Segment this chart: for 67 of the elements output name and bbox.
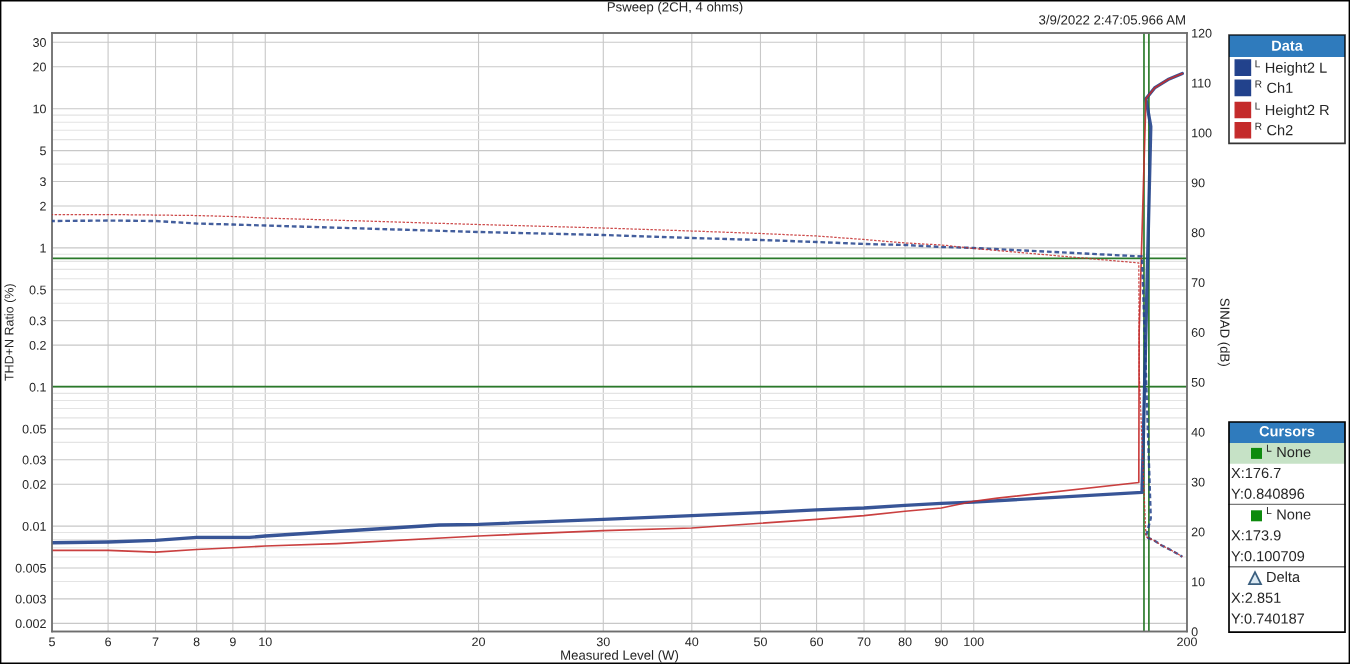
y-tick-label: 10 bbox=[33, 104, 46, 114]
x-tick-label: 7 bbox=[152, 637, 159, 647]
y-tick-label: 0.2 bbox=[29, 340, 46, 350]
y-tick-label: 0.002 bbox=[15, 619, 46, 629]
y-tick-label: 20 bbox=[33, 62, 46, 72]
y-tick-label: 0.003 bbox=[15, 594, 46, 604]
y2-tick-label: 0 bbox=[1191, 627, 1198, 637]
x-tick-label: 100 bbox=[964, 637, 984, 647]
y-tick-label: 0.05 bbox=[22, 424, 46, 434]
y2-axis-title: SINAD (dB) bbox=[1217, 298, 1230, 366]
x-tick-label: 70 bbox=[857, 637, 871, 647]
x-tick-label: 80 bbox=[898, 637, 912, 647]
text: Cursors bbox=[1259, 426, 1315, 437]
y-tick-label: 3 bbox=[39, 177, 46, 187]
y2-tick-label: 10 bbox=[1192, 577, 1205, 587]
text: Y:0.840896 bbox=[1231, 488, 1305, 499]
y2-tick-label: 100 bbox=[1192, 128, 1212, 138]
x-axis-title: Measured Level (W) bbox=[561, 650, 679, 663]
x-tick-label: 200 bbox=[1177, 637, 1197, 647]
y-axis-title: THD+N Ratio (%) bbox=[4, 284, 16, 381]
x-tick-label: 30 bbox=[596, 637, 610, 647]
legend-label: $^{R}$ Ch2 bbox=[1255, 122, 1293, 136]
chart-title: Psweep (2CH, 4 ohms) bbox=[607, 1, 743, 15]
x-tick-label: 40 bbox=[685, 637, 699, 647]
y2-tick-label: 60 bbox=[1191, 328, 1205, 337]
y-tick-label: 0.01 bbox=[22, 521, 46, 531]
y-tick-label: 0.03 bbox=[22, 455, 46, 465]
y-tick-label: 0.02 bbox=[22, 480, 46, 489]
x-tick-label: 8 bbox=[193, 637, 200, 647]
y-tick-label: 0.3 bbox=[29, 316, 46, 326]
x-tick-label: 10 bbox=[259, 637, 272, 647]
y2-tick-label: 110 bbox=[1192, 78, 1211, 88]
x-tick-label: 9 bbox=[229, 637, 236, 647]
y-tick-label: 2 bbox=[40, 201, 46, 211]
text: Y:0.100709 bbox=[1231, 550, 1305, 562]
text: $^{L}$ None bbox=[1266, 507, 1311, 520]
y2-tick-label: 120 bbox=[1192, 28, 1212, 38]
x-tick-label: 6 bbox=[105, 637, 112, 647]
y2-tick-label: 40 bbox=[1191, 427, 1205, 437]
text: X:176.7 bbox=[1231, 467, 1281, 479]
text: Delta bbox=[1267, 571, 1301, 583]
legend-label: $^{L}$ Height2 L bbox=[1255, 60, 1327, 76]
y2-tick-label: 20 bbox=[1191, 527, 1205, 537]
y-tick-label: 1 bbox=[40, 243, 46, 253]
y-tick-label: 0.005 bbox=[15, 563, 46, 573]
legend-label: $^{L}$ Height2 R bbox=[1255, 102, 1329, 119]
x-tick-label: 90 bbox=[934, 637, 948, 647]
y2-tick-label: 30 bbox=[1191, 477, 1205, 487]
y2-tick-label: 80 bbox=[1191, 228, 1205, 238]
y-tick-label: 30 bbox=[33, 38, 46, 47]
x-tick-label: 20 bbox=[472, 637, 485, 647]
text: X:173.9 bbox=[1231, 530, 1281, 541]
y2-tick-label: 50 bbox=[1191, 377, 1205, 387]
text: 3/9/2022 2:47:05.966 AM bbox=[1039, 14, 1185, 25]
text: $^{L}$ None bbox=[1266, 444, 1311, 458]
y-tick-label: 0.5 bbox=[29, 285, 46, 295]
y2-tick-label: 70 bbox=[1191, 278, 1205, 288]
x-tick-label: 5 bbox=[49, 637, 55, 647]
y-tick-label: 5 bbox=[39, 146, 46, 156]
text: Y:0.740187 bbox=[1231, 613, 1305, 624]
legend-title: Data bbox=[1272, 40, 1303, 51]
x-tick-label: 60 bbox=[810, 637, 824, 647]
y2-tick-label: 90 bbox=[1191, 178, 1205, 188]
x-tick-label: 50 bbox=[754, 637, 767, 647]
legend-label: $^{R}$ Ch1 bbox=[1255, 80, 1293, 94]
text: X:2.851 bbox=[1231, 592, 1281, 603]
y-tick-label: 0.1 bbox=[29, 382, 46, 392]
